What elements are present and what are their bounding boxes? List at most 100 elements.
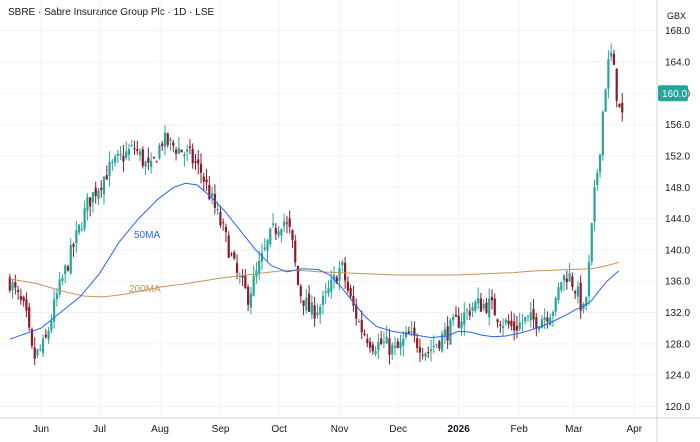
candle-body — [33, 347, 36, 359]
candle-body — [83, 208, 86, 230]
candle-body — [155, 161, 158, 163]
price-axis[interactable]: 120.0 124.0 128.0 132.0 136.0 140.0 144.0 148.0… — [665, 26, 690, 413]
last-price-tag: 160.0 — [658, 85, 688, 102]
candle-body — [344, 262, 347, 281]
candle-body — [335, 277, 338, 284]
candle-body — [263, 247, 266, 250]
candle-body — [244, 275, 247, 288]
candle-body — [535, 317, 538, 329]
candle-body — [427, 351, 430, 353]
candle-body — [141, 149, 144, 166]
currency-label: GBX — [667, 11, 686, 21]
candle-body — [11, 282, 14, 291]
candle-body — [607, 59, 610, 89]
ma50-label: 50MA — [134, 230, 160, 241]
candle-body — [477, 298, 480, 304]
x-tick-label: Mar — [565, 424, 583, 435]
x-tick-label: Jul — [93, 424, 106, 435]
candle-body — [199, 163, 203, 173]
candle-body — [499, 324, 502, 326]
candle-body — [147, 157, 150, 163]
candle-body — [560, 282, 563, 291]
candles-layer — [8, 43, 624, 365]
candle-body — [468, 311, 471, 316]
y-tick-label: 152.0 — [665, 151, 690, 162]
candle-body — [413, 327, 416, 336]
y-tick-label: 140.0 — [665, 245, 690, 256]
last-price-tag-bg — [658, 85, 688, 102]
candle-body — [111, 161, 114, 163]
candle-body — [208, 184, 211, 200]
candle-body — [332, 274, 336, 280]
y-tick-label: 124.0 — [665, 371, 690, 382]
y-tick-label: 148.0 — [665, 183, 690, 194]
chart-title: SBRE · Sabre Insurance Group Plc · 1D · … — [8, 7, 215, 18]
candle-body — [166, 133, 169, 146]
candle-body — [507, 320, 510, 325]
y-tick-label: 128.0 — [665, 339, 690, 350]
candle-body — [194, 161, 197, 163]
candle-body — [266, 240, 269, 251]
candle-body — [69, 245, 72, 274]
candle-body — [421, 354, 424, 356]
candle-body — [416, 338, 419, 348]
candle-body — [402, 338, 405, 346]
candle-body — [47, 330, 50, 340]
y-tick-label: 168.0 — [665, 26, 690, 37]
candle-body — [316, 312, 319, 316]
ma50-line — [9, 182, 620, 340]
time-axis[interactable]: Jun Jul Aug Sep Oct Nov Dec 2026 Feb Mar Apr — [33, 424, 643, 435]
x-tick-label: Aug — [151, 424, 169, 435]
y-tick-label: 156.0 — [665, 120, 690, 131]
candle-body — [97, 190, 100, 199]
candle-body — [621, 102, 624, 113]
candle-body — [58, 279, 61, 295]
candle-body — [22, 296, 25, 302]
candle-body — [277, 231, 280, 236]
candle-body — [540, 319, 543, 329]
candle-body — [280, 229, 283, 236]
candle-body — [108, 162, 111, 177]
candle-body — [249, 293, 252, 308]
candle-body — [513, 321, 516, 331]
candle-body — [125, 151, 128, 158]
candle-body — [307, 293, 311, 312]
candle-body — [283, 221, 286, 227]
candle-body — [610, 52, 613, 57]
candle-body — [410, 331, 413, 333]
candle-body — [219, 211, 222, 226]
candle-body — [216, 208, 219, 211]
candle-body — [515, 325, 519, 331]
candle-body — [44, 334, 47, 338]
candle-body — [94, 187, 97, 197]
candle-body — [460, 321, 463, 329]
candle-body — [285, 222, 289, 224]
y-tick-label: 144.0 — [665, 214, 690, 225]
candle-body — [133, 148, 136, 150]
candle-body — [224, 226, 228, 233]
candle-body — [80, 228, 83, 230]
candle-body — [501, 326, 505, 329]
candle-body — [39, 348, 42, 350]
candle-body — [17, 289, 20, 292]
x-tick-label: 2026 — [448, 424, 471, 435]
candle-body — [89, 197, 92, 207]
candle-body — [14, 282, 17, 288]
candle-body — [28, 306, 31, 328]
candle-body — [618, 103, 621, 108]
candle-body — [449, 320, 452, 345]
candle-body — [341, 261, 344, 266]
candle-body — [222, 222, 225, 224]
candle-body — [441, 333, 444, 352]
chart-grid — [0, 0, 657, 418]
candle-body — [330, 279, 333, 292]
candle-body — [612, 53, 616, 65]
candle-body — [86, 197, 89, 211]
candle-body — [493, 298, 496, 316]
candle-body — [357, 321, 361, 323]
candle-body — [404, 331, 408, 338]
candle-body — [429, 349, 433, 351]
candle-body — [296, 266, 300, 285]
candle-body — [576, 286, 580, 297]
